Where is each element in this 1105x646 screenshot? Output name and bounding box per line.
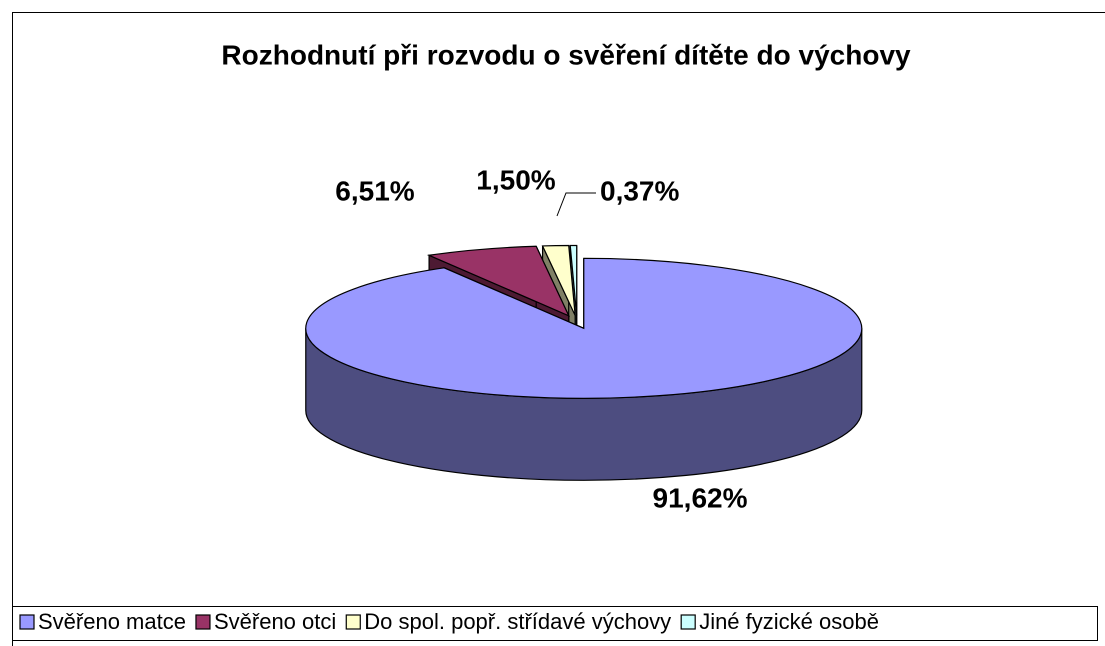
legend-box [12, 606, 1098, 641]
leader-line [556, 192, 596, 217]
legend-swatch [19, 614, 35, 630]
slice-top [569, 244, 578, 316]
chart-title: Rozhodnutí při rozvodu o svěření dítěte … [221, 39, 911, 70]
slice-top [305, 257, 863, 399]
legend-label: Svěřeno matce [38, 609, 186, 634]
data-label: 91,62% [653, 482, 748, 513]
legend-swatch [345, 614, 361, 630]
legend-swatch [195, 614, 211, 630]
pie [305, 244, 863, 481]
slice [305, 257, 863, 481]
legend-swatch [680, 614, 696, 630]
legend-label: Svěřeno otci [214, 609, 336, 634]
data-label: 1,50% [476, 164, 555, 195]
legend: Svěřeno matce Svěřeno otci Do spol. popř. … [19, 609, 879, 634]
slice-top [541, 244, 576, 316]
legend-label: Jiné fyzické osobě [699, 609, 879, 634]
data-label: 0,37% [600, 175, 679, 206]
legend-label: Do spol. popř. střídavé výchovy [364, 609, 671, 634]
data-label: 6,51% [335, 175, 414, 206]
slice-top [426, 245, 570, 317]
data-labels: 91,62% 6,51% 1,50% 0,37% [335, 164, 747, 513]
